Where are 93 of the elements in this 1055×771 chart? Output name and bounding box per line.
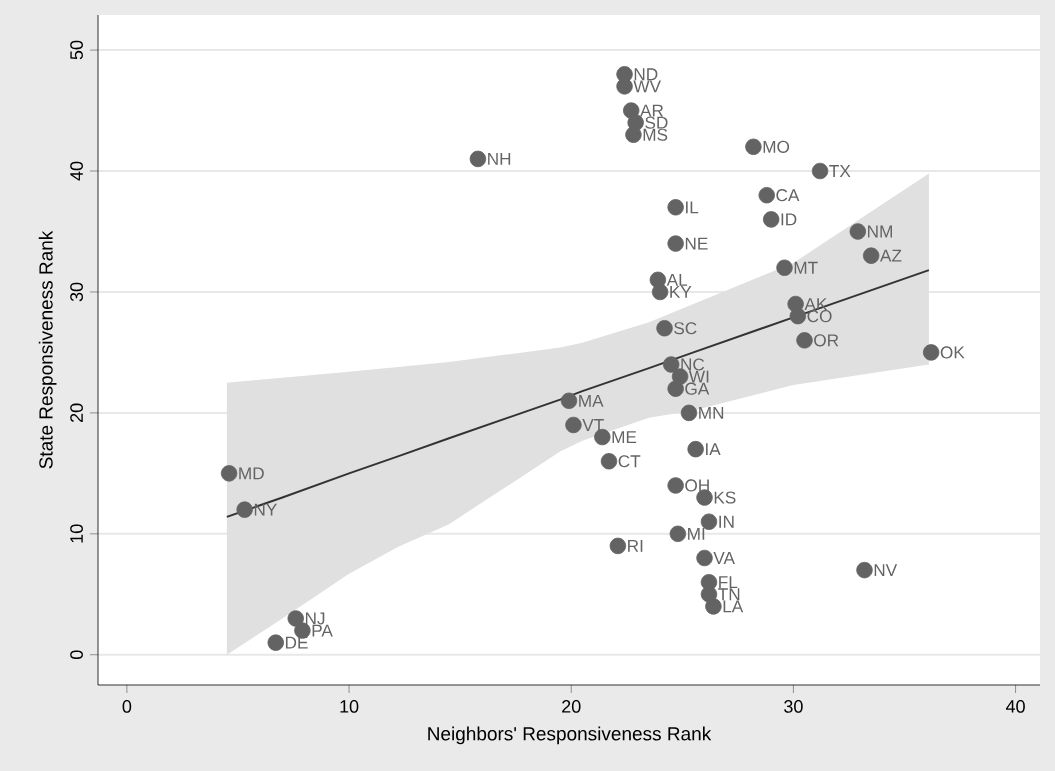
annotation: NC [681,358,705,371]
point [616,78,633,95]
annotation: MO [763,140,790,153]
annotation: GA [685,382,710,395]
x-tick-label: 40 [1005,700,1025,713]
annotation: PA [312,624,333,637]
y-tick-label: 40 [70,161,83,181]
y-tick-label: 50 [70,40,83,60]
annotation: VA [713,552,735,564]
point [745,138,762,156]
annotation: MS [643,128,668,141]
point [758,186,775,204]
point [667,235,684,252]
point [600,453,618,470]
point [651,283,669,301]
annotation: WI [688,370,709,383]
point [862,247,880,264]
annotation: LA [723,600,744,613]
annotation: AL [666,273,688,286]
point [849,223,867,240]
point [776,259,793,276]
annotation: MA [579,394,604,407]
point [856,561,873,579]
y-tick-label: 0 [70,650,83,660]
annotation: CT [618,455,641,468]
annotation: NV [874,564,898,577]
annotation: RI [628,540,643,552]
point [625,126,642,143]
point [663,356,680,373]
annotation: DE [285,636,308,649]
annotation: OH [685,479,709,492]
annotation: IA [706,443,721,456]
point [287,610,304,627]
point [667,477,684,494]
annotation: OK [940,346,965,359]
x-tick-label: 0 [122,700,132,713]
annotation: CA [776,189,800,202]
point [267,634,284,651]
annotation: ME [612,431,637,443]
x-axis-title: Neighbors' Responsiveness Rank [428,726,712,745]
point [623,102,640,119]
annotation: ID [781,213,797,226]
annotation: AR [640,104,664,117]
y-tick-label: 10 [70,524,83,543]
annotation: CO [807,310,832,323]
annotation: IL [686,201,699,214]
point [220,465,238,482]
point [469,150,487,168]
y-axis-title: State Responsiveness Rank [38,230,57,469]
annotation: VT [582,419,604,431]
annotation: MT [794,261,818,274]
point [680,404,698,422]
x-tick-label: 20 [562,700,581,713]
annotation: NH [488,153,511,165]
annotation: TX [829,165,851,177]
annotation: AZ [879,249,902,262]
point [667,380,684,397]
annotation: FL [719,576,738,589]
point [609,537,627,555]
point [565,416,582,434]
x-tick-label: 30 [784,700,803,713]
point [667,199,684,216]
annotation: TN [718,588,740,601]
point [762,211,780,228]
point [687,440,704,458]
annotation: SD [645,116,668,129]
point [922,344,940,361]
annotation: NM [868,225,892,238]
annotation: SC [674,322,697,335]
annotation: IN [719,515,734,528]
annotation: OR [814,334,839,347]
annotation: WV [633,80,661,93]
annotation: KS [714,491,736,504]
annotation: MN [699,406,724,419]
annotation: NE [685,237,708,250]
y-tick-label: 20 [70,403,83,422]
x-tick-label: 10 [340,700,359,713]
annotation: KY [670,286,692,298]
point [811,162,829,180]
annotation: AK [804,298,828,310]
point [236,501,253,518]
annotation: MD [239,467,264,480]
point [696,549,713,567]
annotation: ND [634,68,658,81]
point [700,513,718,530]
annotation: NJ [305,612,325,625]
point [796,332,813,349]
y-tick-label: 30 [70,282,83,302]
point [669,525,687,543]
annotation: MI [688,527,705,540]
point [560,392,578,409]
annotation: NY [254,503,277,516]
point [656,320,673,337]
